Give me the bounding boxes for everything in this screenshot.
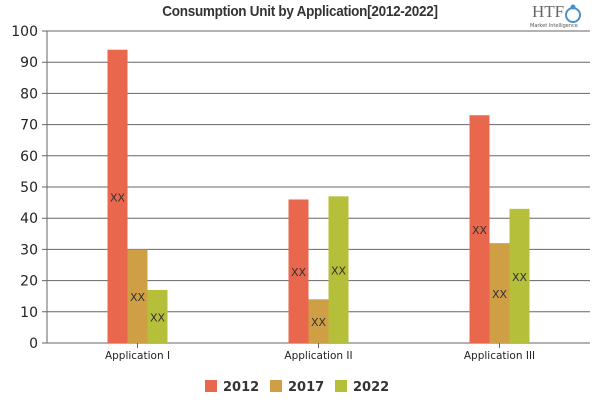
data-label: XX: [512, 271, 528, 284]
data-label: XX: [492, 288, 508, 301]
legend-swatch-2012: [205, 380, 217, 392]
data-label: XX: [291, 266, 307, 279]
y-tick-label: 10: [20, 305, 38, 321]
y-tick-label: 90: [20, 55, 38, 71]
data-label: XX: [472, 224, 488, 237]
bar-2022: [147, 289, 168, 343]
x-tick-label: Application III: [464, 350, 535, 362]
y-tick-label: 70: [20, 118, 38, 134]
x-tick-label: Application II: [284, 350, 352, 362]
bar-2017: [127, 249, 148, 343]
y-tick-label: 40: [20, 211, 38, 227]
y-tick-label: 20: [20, 274, 38, 290]
bar-2017: [489, 243, 510, 343]
data-label: XX: [110, 191, 126, 204]
y-tick-label: 30: [20, 242, 38, 258]
bar-2022: [328, 196, 349, 343]
data-label: XX: [130, 291, 146, 304]
x-tick-label: Application I: [105, 350, 170, 362]
chart-title: Consumption Unit by Application[2012-202…: [162, 3, 438, 20]
bar-2017: [308, 299, 329, 343]
y-tick-label: 60: [20, 149, 38, 165]
bar-2012: [469, 115, 490, 344]
y-tick-label: 50: [20, 180, 38, 196]
y-tick-label: 80: [20, 86, 38, 102]
legend-swatch-2017: [270, 380, 282, 392]
bar-2012: [288, 199, 309, 343]
logo-globe-icon: [565, 4, 581, 23]
y-tick-label: 0: [29, 336, 38, 352]
bar-2012: [107, 49, 128, 343]
y-tick-label: 100: [11, 24, 38, 40]
legend-label: 2017: [288, 380, 324, 395]
bar-2022: [509, 208, 530, 343]
legend-swatch-2022: [335, 380, 347, 392]
data-label: XX: [311, 316, 327, 329]
htf-logo: HTF Market Intelligence: [528, 2, 588, 30]
logo-text: HTF: [532, 2, 565, 21]
logo-subtext: Market Intelligence: [530, 23, 578, 29]
data-label: XX: [150, 311, 166, 324]
legend-label: 2022: [353, 380, 389, 395]
legend-label: 2012: [223, 380, 259, 395]
data-label: XX: [331, 265, 347, 278]
